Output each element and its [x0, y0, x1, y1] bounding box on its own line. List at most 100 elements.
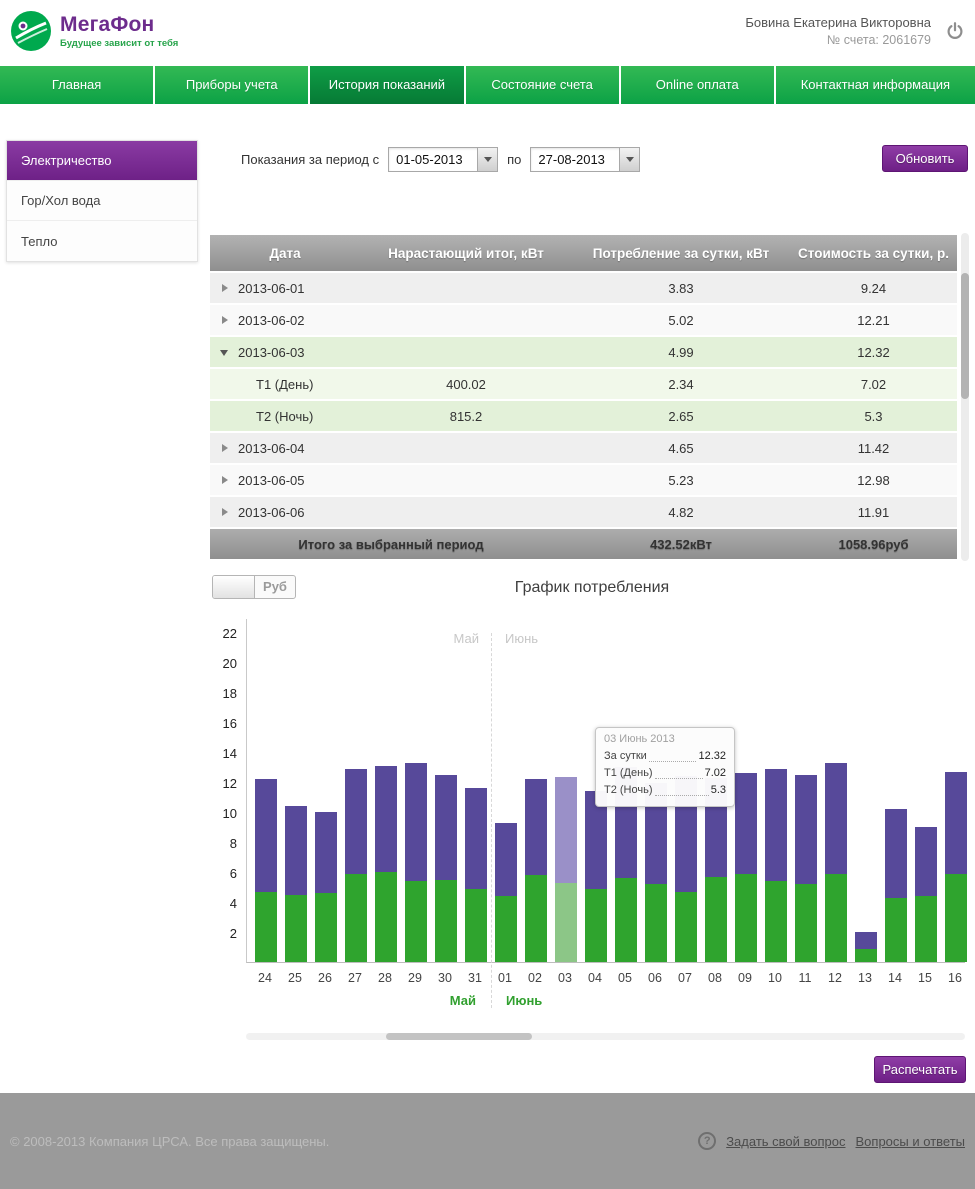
bar-segment-t2-night — [315, 893, 337, 962]
x-axis-label: 07 — [678, 971, 692, 985]
table-vertical-scrollbar[interactable] — [961, 233, 969, 561]
chart-bar-14[interactable] — [885, 809, 907, 962]
chart-bar-31[interactable] — [465, 788, 487, 962]
chart-bar-10[interactable] — [765, 768, 787, 962]
chart-bar-04[interactable] — [585, 790, 607, 962]
table-scrollbar-thumb[interactable] — [961, 273, 969, 399]
bar-segment-t2-night — [285, 894, 307, 962]
expand-arrow-icon[interactable] — [222, 476, 228, 484]
tooltip-title: 03 Июнь 2013 — [604, 733, 675, 745]
chart-bar-02[interactable] — [525, 778, 547, 962]
table-subrow-t1: Т1 (День) 400.02 2.34 7.02 — [210, 369, 957, 399]
table-row-expanded[interactable]: 2013-06-03 4.99 12.32 — [210, 337, 957, 367]
print-button[interactable]: Распечатать — [874, 1056, 966, 1083]
row-consumption: 5.02 — [572, 305, 790, 335]
bar-segment-t1-day — [345, 768, 367, 874]
date-to-select[interactable]: 27-08-2013 — [530, 147, 641, 172]
tab-glavnaya[interactable]: Главная — [0, 66, 154, 104]
logout-power-icon[interactable] — [945, 21, 965, 41]
ask-question-link[interactable]: Задать свой вопрос — [726, 1133, 846, 1149]
table-row[interactable]: 2013-06-05 5.23 12.98 — [210, 465, 957, 495]
bar-segment-t1-day — [765, 768, 787, 881]
tab-sostoyanie-scheta[interactable]: Состояние счета — [465, 66, 619, 104]
row-total-kwt — [360, 273, 572, 303]
chart-bar-27[interactable] — [345, 768, 367, 962]
table-row[interactable]: 2013-06-06 4.82 11.91 — [210, 497, 957, 527]
sidebar-item-electricity[interactable]: Электричество — [7, 141, 197, 181]
row-total-kwt: 815.2 — [360, 401, 572, 431]
user-info: Бовина Екатерина Викторовна № счета: 206… — [745, 15, 931, 47]
chart-bar-28[interactable] — [375, 765, 397, 962]
table-row[interactable]: 2013-06-01 3.83 9.24 — [210, 273, 957, 303]
unit-toggle[interactable]: Руб — [212, 575, 296, 599]
x-axis-label: 03 — [558, 971, 572, 985]
chart-bar-09[interactable] — [735, 773, 757, 962]
bar-segment-t1-day — [465, 788, 487, 889]
table-row[interactable]: 2013-06-04 4.65 11.42 — [210, 433, 957, 463]
period-label: Показания за период с — [241, 152, 380, 167]
chart-bar-12[interactable] — [825, 762, 847, 962]
row-cost: 12.21 — [790, 305, 957, 335]
logo-text: МегаФон Будущее зависит от тебя — [60, 13, 178, 49]
bar-segment-t2-night — [735, 873, 757, 962]
x-axis-label: 31 — [468, 971, 482, 985]
chart-bar-01[interactable] — [495, 823, 517, 962]
chart-bar-25[interactable] — [285, 806, 307, 962]
chart-bar-11[interactable] — [795, 774, 817, 962]
total-consumption: 432.52кВт — [572, 529, 790, 559]
bar-segment-t1-day — [885, 809, 907, 898]
sidebar-item-water[interactable]: Гор/Хол вода — [7, 181, 197, 221]
toggle-knob[interactable] — [213, 576, 255, 598]
tab-pribory-ucheta[interactable]: Приборы учета — [155, 66, 309, 104]
bar-segment-t1-day — [585, 790, 607, 889]
column-header-consumption: Потребление за сутки, кВт — [572, 235, 790, 271]
y-axis-label: 14 — [222, 746, 237, 761]
tab-istoriya-pokazaniy[interactable]: История показаний — [310, 66, 464, 104]
question-mark-icon[interactable] — [698, 1132, 717, 1150]
sidebar-item-heat[interactable]: Тепло — [21, 233, 58, 249]
date-from-dropdown-button[interactable] — [477, 148, 498, 171]
chart-bar-26[interactable] — [315, 812, 337, 962]
chart-plot: Май Июнь 03 Июнь 2013 За сутки 12.32 Т1 (… — [246, 619, 967, 1008]
chart-bar-24[interactable] — [255, 779, 277, 962]
bar-segment-t1-day — [315, 812, 337, 893]
row-total-kwt — [360, 433, 572, 463]
chart-bar-29[interactable] — [405, 762, 427, 962]
bar-segment-t1-day — [855, 932, 877, 949]
table-row[interactable]: 2013-06-02 5.02 12.21 — [210, 305, 957, 335]
row-date: 2013-06-01 — [238, 280, 305, 296]
row-total-kwt — [360, 337, 572, 367]
date-to-dropdown-button[interactable] — [619, 148, 640, 171]
row-consumption: 4.99 — [572, 337, 790, 367]
date-from-select[interactable]: 01-05-2013 — [388, 147, 499, 172]
main-content: Показания за период с 01-05-2013 по 27-0… — [210, 140, 975, 1083]
row-total-kwt — [360, 465, 572, 495]
chart-bar-16[interactable] — [945, 771, 967, 962]
expand-arrow-icon[interactable] — [222, 444, 228, 452]
x-axis-label: 05 — [618, 971, 632, 985]
bar-segment-t2-night — [405, 881, 427, 962]
y-axis-label: 18 — [222, 686, 237, 701]
row-cost: 11.42 — [790, 433, 957, 463]
chart-bar-30[interactable] — [435, 774, 457, 962]
collapse-arrow-icon[interactable] — [220, 350, 228, 356]
tab-kontaktnaya-informatsiya[interactable]: Контактная информация — [775, 66, 975, 104]
chart-bar-06[interactable] — [645, 783, 667, 962]
chart-body: 2 4 6 8 10 12 14 16 18 20 22 Май Июнь 03 Июнь 2013… — [210, 619, 974, 1008]
expand-arrow-icon[interactable] — [222, 316, 228, 324]
chart-bar-13[interactable] — [855, 932, 877, 962]
chart-horizontal-scrollbar[interactable] — [246, 1033, 965, 1040]
bar-segment-t2-night — [555, 882, 577, 962]
refresh-button[interactable]: Обновить — [882, 145, 968, 172]
chart-bar-03[interactable] — [555, 777, 577, 962]
x-axis-label: 30 — [438, 971, 452, 985]
expand-arrow-icon[interactable] — [222, 284, 228, 292]
faq-link[interactable]: Вопросы и ответы — [855, 1133, 965, 1149]
tab-online-oplata[interactable]: Online оплата — [620, 66, 774, 104]
row-cost: 12.98 — [790, 465, 957, 495]
chart-bar-15[interactable] — [915, 827, 937, 962]
tooltip-value: 12.32 — [698, 750, 726, 762]
expand-arrow-icon[interactable] — [222, 508, 228, 516]
readings-table: Дата Нарастающий итог, кВт Потребление з… — [210, 233, 957, 561]
chart-scrollbar-thumb[interactable] — [386, 1033, 532, 1040]
